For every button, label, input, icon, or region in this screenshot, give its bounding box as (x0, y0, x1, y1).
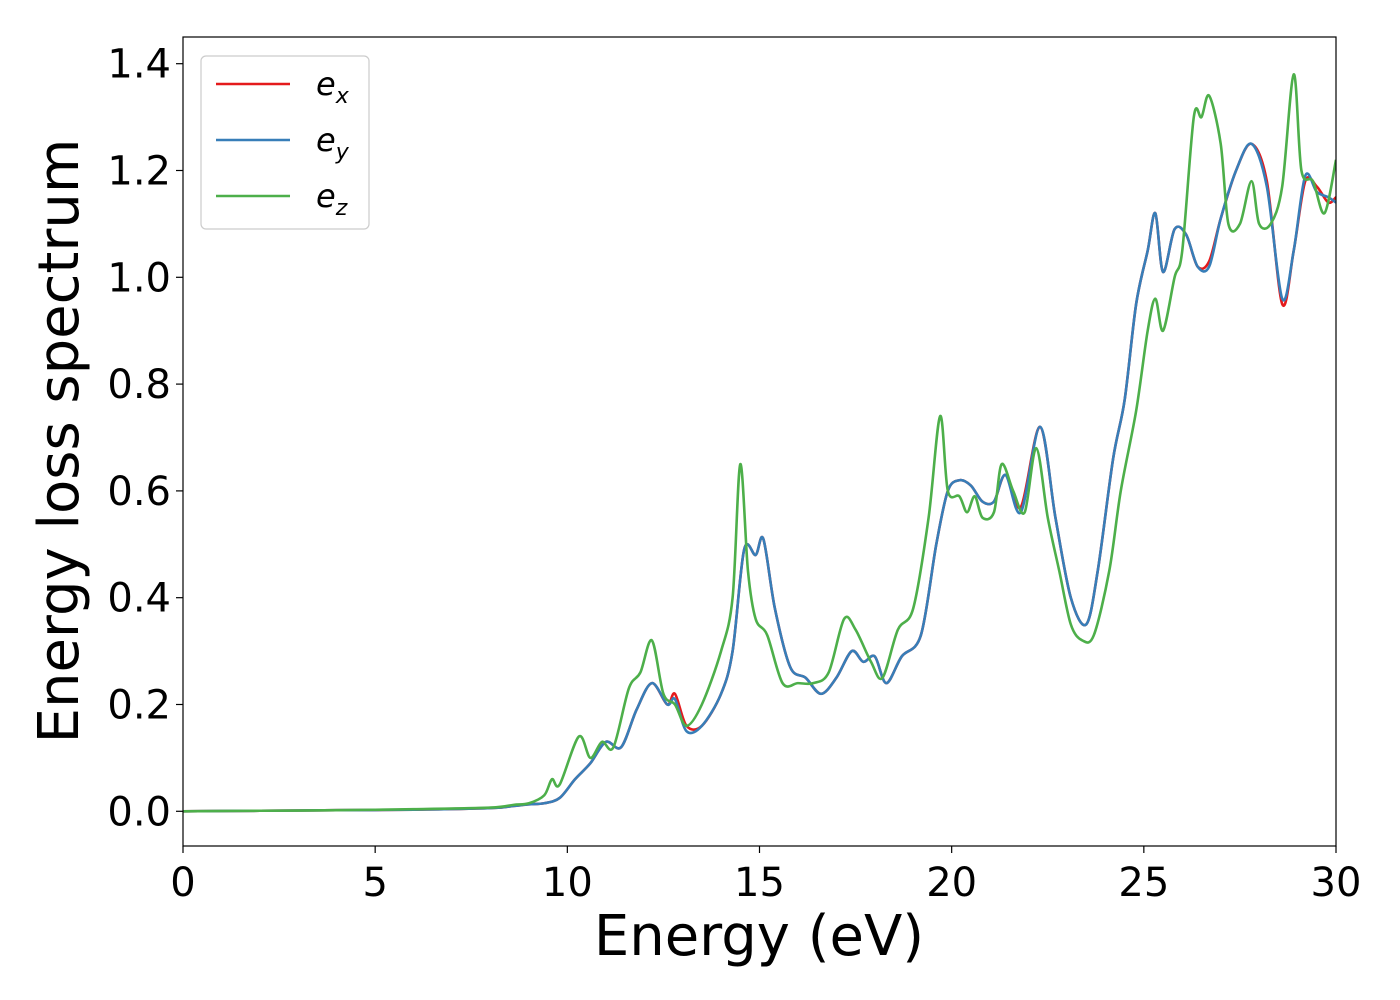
series-layer (183, 73, 1336, 813)
y-tick-label: 0.0 (107, 789, 171, 835)
x-tick-label: 30 (1311, 860, 1362, 906)
x-axis-ticks: 0 5 10 15 20 25 30 (170, 846, 1361, 906)
x-tick-label: 25 (1118, 860, 1169, 906)
y-axis-title: Energy loss spectrum (27, 139, 92, 744)
series-line-ez (183, 73, 1336, 813)
y-tick-label: 0.8 (107, 362, 171, 408)
x-axis-title: Energy (eV) (594, 904, 924, 969)
x-tick-label: 15 (734, 860, 785, 906)
x-tick-label: 20 (926, 860, 977, 906)
y-tick-label: 0.2 (107, 682, 171, 728)
y-tick-label: 1.2 (107, 148, 171, 194)
x-tick-label: 0 (170, 860, 195, 906)
y-axis-ticks: 0.0 0.2 0.4 0.6 0.8 1.0 1.2 1.4 (107, 42, 183, 835)
y-tick-label: 0.6 (107, 469, 171, 515)
x-tick-label: 5 (362, 860, 387, 906)
legend-box (200, 55, 370, 230)
y-tick-label: 1.4 (107, 42, 171, 88)
y-tick-label: 1.0 (107, 255, 171, 301)
series-line-ey (183, 142, 1336, 813)
x-tick-label: 10 (542, 860, 593, 906)
y-tick-label: 0.4 (107, 576, 171, 622)
